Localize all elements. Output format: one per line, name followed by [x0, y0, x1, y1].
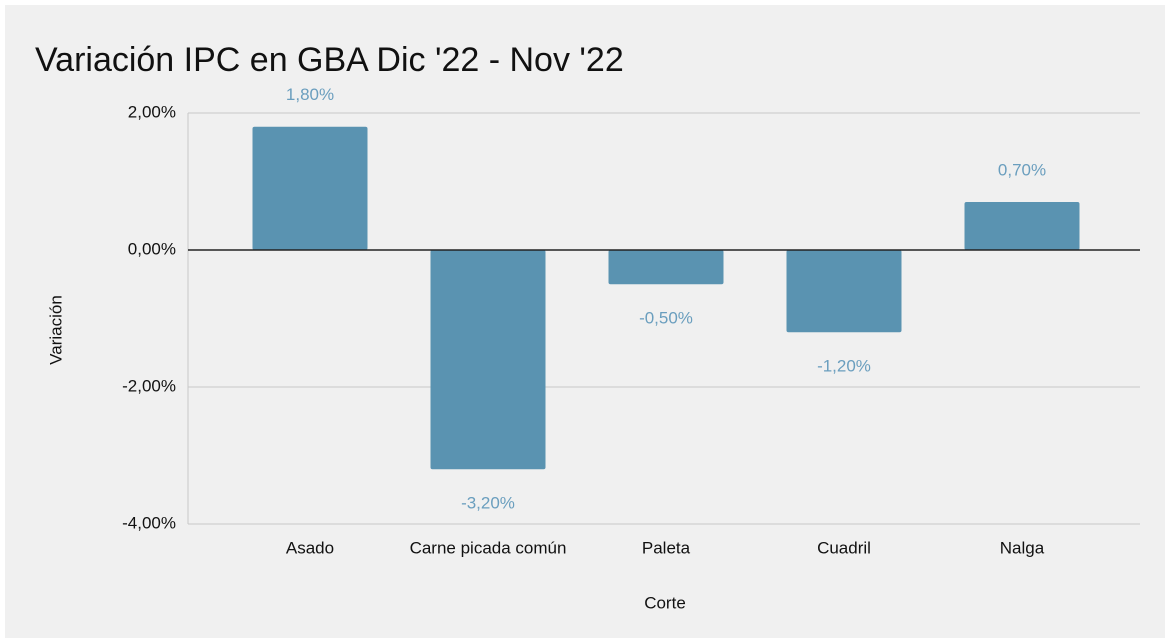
- y-tick-label: 2,00%: [128, 102, 176, 121]
- x-tick-label: Asado: [286, 538, 334, 557]
- x-tick-label: Nalga: [1000, 538, 1045, 557]
- chart-background: [5, 5, 1165, 638]
- x-tick-label: Carne picada común: [410, 538, 567, 557]
- y-tick-label: -2,00%: [122, 376, 176, 395]
- bar: [430, 250, 546, 470]
- data-label: -0,50%: [639, 309, 693, 328]
- bar: [252, 126, 368, 250]
- data-label: -3,20%: [461, 494, 515, 513]
- y-axis-label: Variación: [46, 295, 65, 365]
- x-tick-label: Cuadril: [817, 538, 871, 557]
- x-tick-label: Paleta: [642, 538, 691, 557]
- data-label: -1,20%: [817, 357, 871, 376]
- data-label: 1,80%: [286, 85, 334, 104]
- bar: [608, 250, 724, 285]
- chart-title: Variación IPC en GBA Dic '22 - Nov '22: [35, 41, 624, 79]
- bar: [786, 250, 902, 333]
- bar: [964, 202, 1080, 250]
- y-tick-label: -4,00%: [122, 513, 176, 532]
- x-axis-label: Corte: [644, 593, 686, 612]
- y-tick-label: 0,00%: [128, 239, 176, 258]
- data-label: 0,70%: [998, 161, 1046, 180]
